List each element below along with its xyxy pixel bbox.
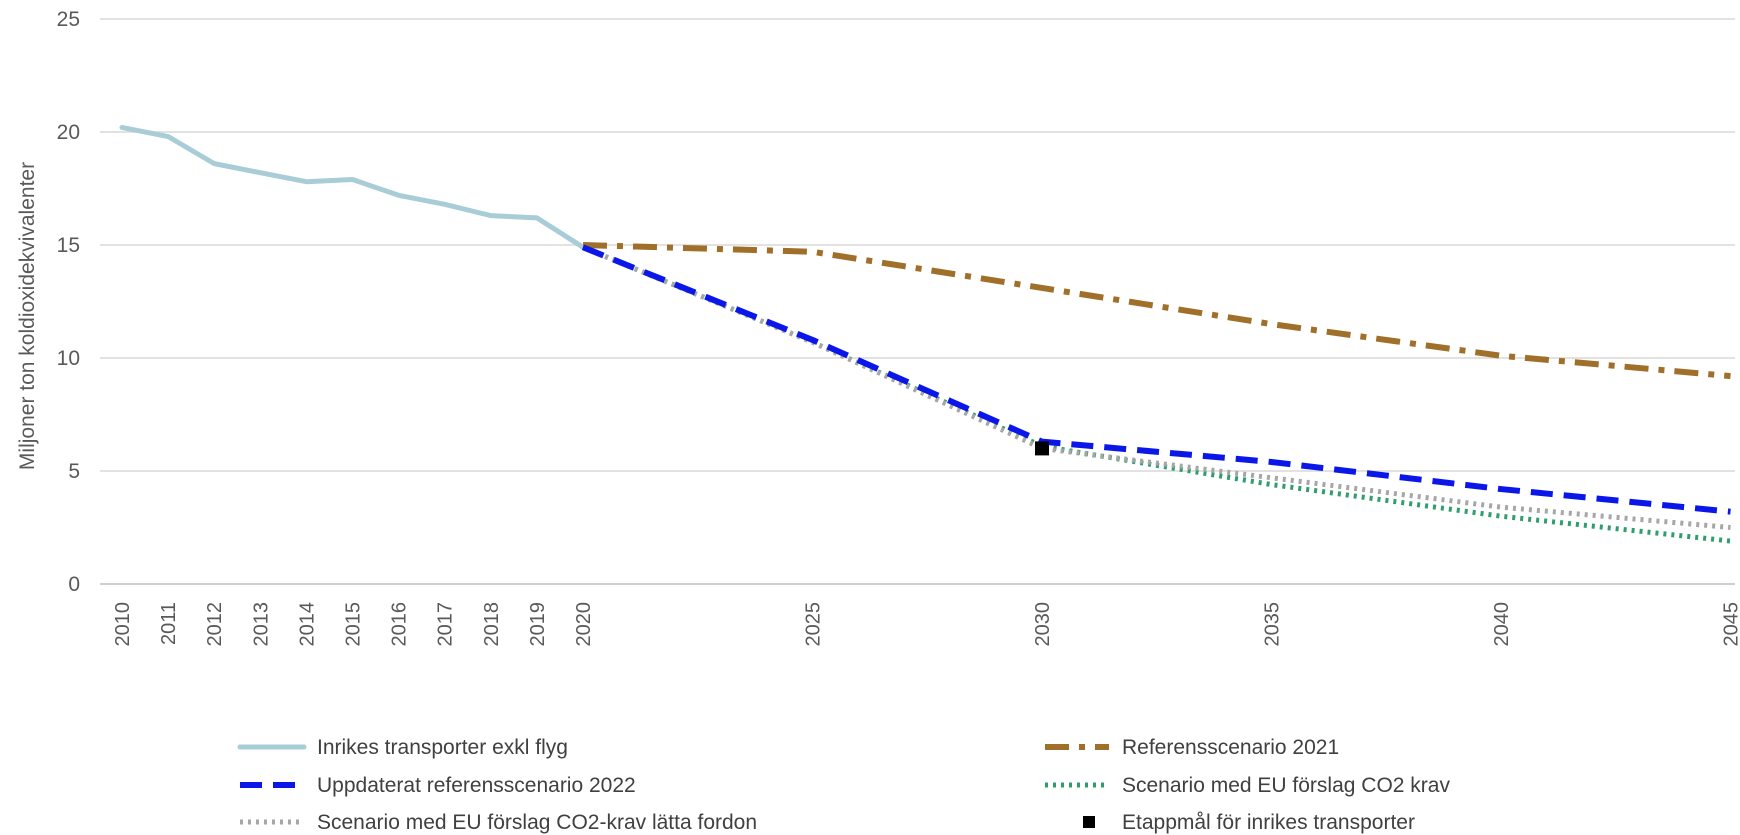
legend-swatch xyxy=(1083,816,1095,828)
series-1-point xyxy=(1271,324,1272,325)
series-2-line xyxy=(581,244,1731,515)
series-0-point xyxy=(536,217,537,218)
x-tick-label: 2016 xyxy=(389,602,411,647)
x-tick-label: 2020 xyxy=(573,602,595,647)
x-tick-label: 2018 xyxy=(481,602,503,647)
series-1-point xyxy=(812,251,813,252)
series-0-point xyxy=(122,127,123,128)
series-0-point xyxy=(444,204,445,205)
legend-label: Scenario med EU förslag CO2-krav lätta f… xyxy=(317,811,757,834)
x-tick-label: 2025 xyxy=(803,602,825,647)
gridlines xyxy=(100,18,1735,585)
series-1-point xyxy=(1042,287,1043,288)
series-1-point xyxy=(583,245,584,246)
series-lines xyxy=(119,124,1731,544)
series-0-point xyxy=(490,215,491,216)
legend-label: Uppdaterat referensscenario 2022 xyxy=(317,774,636,797)
x-tick-label: 2010 xyxy=(112,602,134,647)
series-4-point xyxy=(1730,527,1731,528)
y-tick-label: 0 xyxy=(68,573,80,596)
legend: Inrikes transporter exkl flyg Referenssce… xyxy=(237,736,1450,834)
series-0-point xyxy=(260,172,261,173)
x-tick-label: 2015 xyxy=(343,602,365,647)
legend-item: Referensscenario 2021 xyxy=(1045,736,1339,759)
series-4-point xyxy=(1501,507,1502,508)
x-tick-label: 2017 xyxy=(435,602,457,647)
series-4-point xyxy=(1271,477,1272,478)
y-tick-label: 5 xyxy=(68,460,80,483)
x-tick-label: 2011 xyxy=(158,602,180,645)
series-3-point xyxy=(1730,541,1731,542)
y-tick-label: 10 xyxy=(57,347,80,370)
series-0-point xyxy=(306,181,307,182)
series-1-line xyxy=(582,242,1731,380)
legend-item: Scenario med EU förslag CO2 krav xyxy=(1045,774,1450,797)
series-2-point xyxy=(1271,461,1272,462)
x-tick-label: 2030 xyxy=(1032,602,1054,647)
x-tick-label: 2040 xyxy=(1491,602,1513,647)
legend-item: Uppdaterat referensscenario 2022 xyxy=(240,774,636,797)
x-tick-label: 2012 xyxy=(204,602,226,647)
series-0-point xyxy=(398,195,399,196)
legend-label: Scenario med EU förslag CO2 krav xyxy=(1122,774,1450,797)
series-2-point xyxy=(1730,511,1731,512)
series-5-marker xyxy=(1035,441,1049,456)
y-tick-label: 20 xyxy=(57,121,80,144)
legend-label: Inrikes transporter exkl flyg xyxy=(317,736,568,759)
series-2-point xyxy=(812,339,813,340)
x-tick-label: 2035 xyxy=(1262,602,1284,647)
series-0-point xyxy=(352,179,353,180)
legend-label: Referensscenario 2021 xyxy=(1122,736,1339,759)
series-1-point xyxy=(1730,376,1731,377)
legend-item: Scenario med EU förslag CO2-krav lätta f… xyxy=(240,811,757,834)
series-2-point xyxy=(583,247,584,248)
legend-item: Inrikes transporter exkl flyg xyxy=(237,736,568,759)
series-1-point xyxy=(1501,355,1502,356)
series-3-line xyxy=(582,244,1731,544)
x-tick-label: 2045 xyxy=(1721,602,1740,647)
y-axis-title: Miljoner ton koldioxidekvivalenter xyxy=(16,162,39,470)
x-tick-label: 2014 xyxy=(296,602,318,647)
series-4-line xyxy=(582,244,1731,530)
y-tick-label: 25 xyxy=(57,8,80,31)
legend-label: Etappmål för inrikes transporter xyxy=(1122,811,1415,834)
x-tick-label: 2013 xyxy=(250,602,272,647)
y-tick-label: 15 xyxy=(57,234,80,257)
series-0-line xyxy=(119,124,586,250)
series-0-point xyxy=(168,136,169,137)
legend-item: Etappmål för inrikes transporter xyxy=(1083,811,1415,834)
series-3-point xyxy=(1501,516,1502,517)
y-axis-ticks: 0 5 10 15 20 25 xyxy=(57,8,80,596)
x-tick-label: 2019 xyxy=(527,602,549,647)
series-0-point xyxy=(214,163,215,164)
series-2-point xyxy=(1501,489,1502,490)
series-3-point xyxy=(1271,484,1272,485)
x-axis-ticks: 2010 2011 2012 2013 2014 2015 2016 2017 2018 2019… xyxy=(112,602,1740,647)
